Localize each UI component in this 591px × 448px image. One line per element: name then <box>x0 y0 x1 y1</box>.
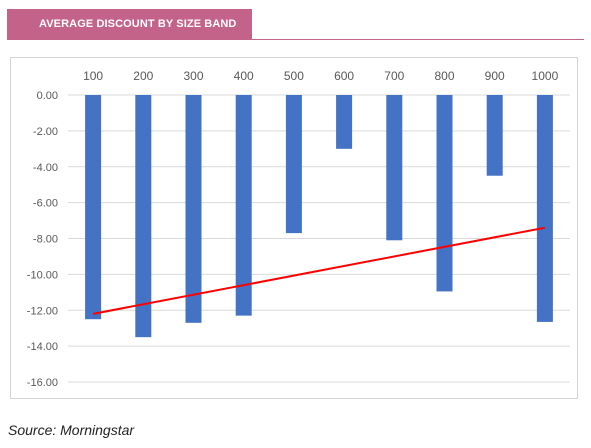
bar <box>85 95 102 320</box>
x-tick-label: 400 <box>234 69 254 83</box>
chart-title: AVERAGE DISCOUNT BY SIZE BAND <box>39 18 237 30</box>
bar <box>185 95 202 323</box>
bar <box>486 95 503 176</box>
title-rule <box>252 39 584 40</box>
y-tick-label: -4.00 <box>33 162 58 174</box>
x-tick-label: 500 <box>284 69 304 83</box>
y-tick-label: -14.00 <box>27 341 58 353</box>
source-note: Source: Morningstar <box>8 422 135 438</box>
title-band: AVERAGE DISCOUNT BY SIZE BAND <box>7 9 252 40</box>
bar <box>386 95 403 241</box>
x-tick-label: 300 <box>183 69 203 83</box>
x-tick-label: 800 <box>434 69 454 83</box>
x-tick-label: 600 <box>334 69 354 83</box>
x-tick-label: 900 <box>485 69 505 83</box>
bar <box>336 95 353 149</box>
bar <box>235 95 252 316</box>
x-tick-label: 100 <box>83 69 103 83</box>
x-tick-label: 200 <box>133 69 153 83</box>
bar <box>536 95 553 322</box>
y-tick-label: -6.00 <box>33 198 58 210</box>
bar <box>285 95 302 234</box>
y-tick-label: -16.00 <box>27 377 58 389</box>
x-tick-label: 1000 <box>532 69 559 83</box>
bar <box>436 95 453 292</box>
bar <box>135 95 152 338</box>
x-tick-label: 700 <box>384 69 404 83</box>
y-tick-label: -2.00 <box>33 126 58 138</box>
y-tick-label: 0.00 <box>37 90 58 102</box>
y-tick-label: -8.00 <box>33 234 58 246</box>
trendline <box>92 226 546 315</box>
y-tick-label: -12.00 <box>27 305 58 317</box>
y-tick-label: -10.00 <box>27 269 58 281</box>
